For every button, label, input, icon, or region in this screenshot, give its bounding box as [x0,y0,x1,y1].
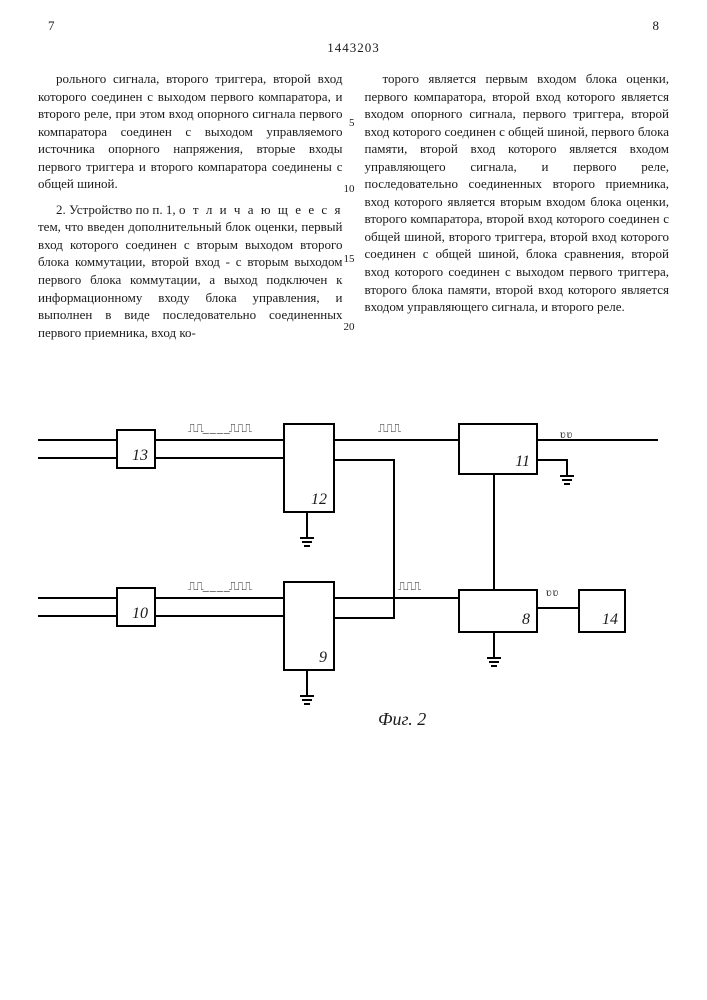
page-number-right: 8 [653,18,660,34]
wire [538,439,658,441]
left-paragraph-1: рольного сигнала, второго триггера, втор… [38,70,343,193]
block-label: 11 [515,453,530,471]
waveform-icon: ⎍⎍⎍ [378,421,400,436]
wire [38,457,116,459]
block-label: 9 [319,649,327,667]
claim-rest: тем, что введен дополнительный блок оцен… [38,219,343,339]
right-paragraph-1: торого является первым входом блока оцен… [365,70,670,316]
waveform-icon: ⎍⎍_ _ _ _⎍⎍⎍ [188,579,251,594]
block-14: 14 [578,589,626,633]
block-11: 11 [458,423,538,475]
wire [335,617,395,619]
block-label: 8 [522,611,530,629]
block-label: 14 [602,611,618,629]
column-left: рольного сигнала, второго триггера, втор… [38,70,343,349]
line-number-10: 10 [344,182,355,197]
wire [38,439,283,441]
text-columns: рольного сигнала, второго триггера, втор… [38,70,669,349]
waveform-icon: ⎍⎍_ _ _ _⎍⎍⎍ [188,421,251,436]
wire [38,615,116,617]
circuit-diagram: 13 12 11 10 9 8 14 ⎍⎍_ _ _ _⎍⎍⎍ ⎍⎍⎍ ʋ ʋ … [38,409,669,809]
wire [306,671,308,697]
wire [335,439,458,441]
wire [335,459,395,461]
wire [335,597,458,599]
claim-lead: 2. Устройство по п. 1, [56,202,179,217]
wire [538,459,568,461]
waveform-icon: ʋ ʋ [560,427,571,442]
claim-emphasis: о т л и ч а ю щ е е с я [179,202,343,217]
wire [493,633,495,659]
column-right: торого является первым входом блока оцен… [365,70,670,349]
block-9: 9 [283,581,335,671]
waveform-icon: ⎍⎍⎍ [398,579,420,594]
figure-label: Фиг. 2 [378,709,426,730]
block-label: 10 [132,605,148,623]
line-number-15: 15 [344,252,355,267]
document-number: 1443203 [38,40,669,56]
line-number-5: 5 [349,116,355,131]
block-13: 13 [116,429,156,469]
wire [156,615,283,617]
left-paragraph-2: 2. Устройство по п. 1, о т л и ч а ю щ е… [38,201,343,341]
block-10: 10 [116,587,156,627]
page-number-left: 7 [48,18,55,34]
waveform-icon: ʋ ʋ [546,585,557,600]
line-number-20: 20 [344,320,355,335]
wire [538,607,578,609]
block-label: 13 [132,447,148,465]
block-label: 12 [311,491,327,509]
wire [493,475,495,591]
wire [393,459,395,619]
wire [306,513,308,539]
wire [38,597,283,599]
wire [156,457,283,459]
block-8: 8 [458,589,538,633]
block-12: 12 [283,423,335,513]
